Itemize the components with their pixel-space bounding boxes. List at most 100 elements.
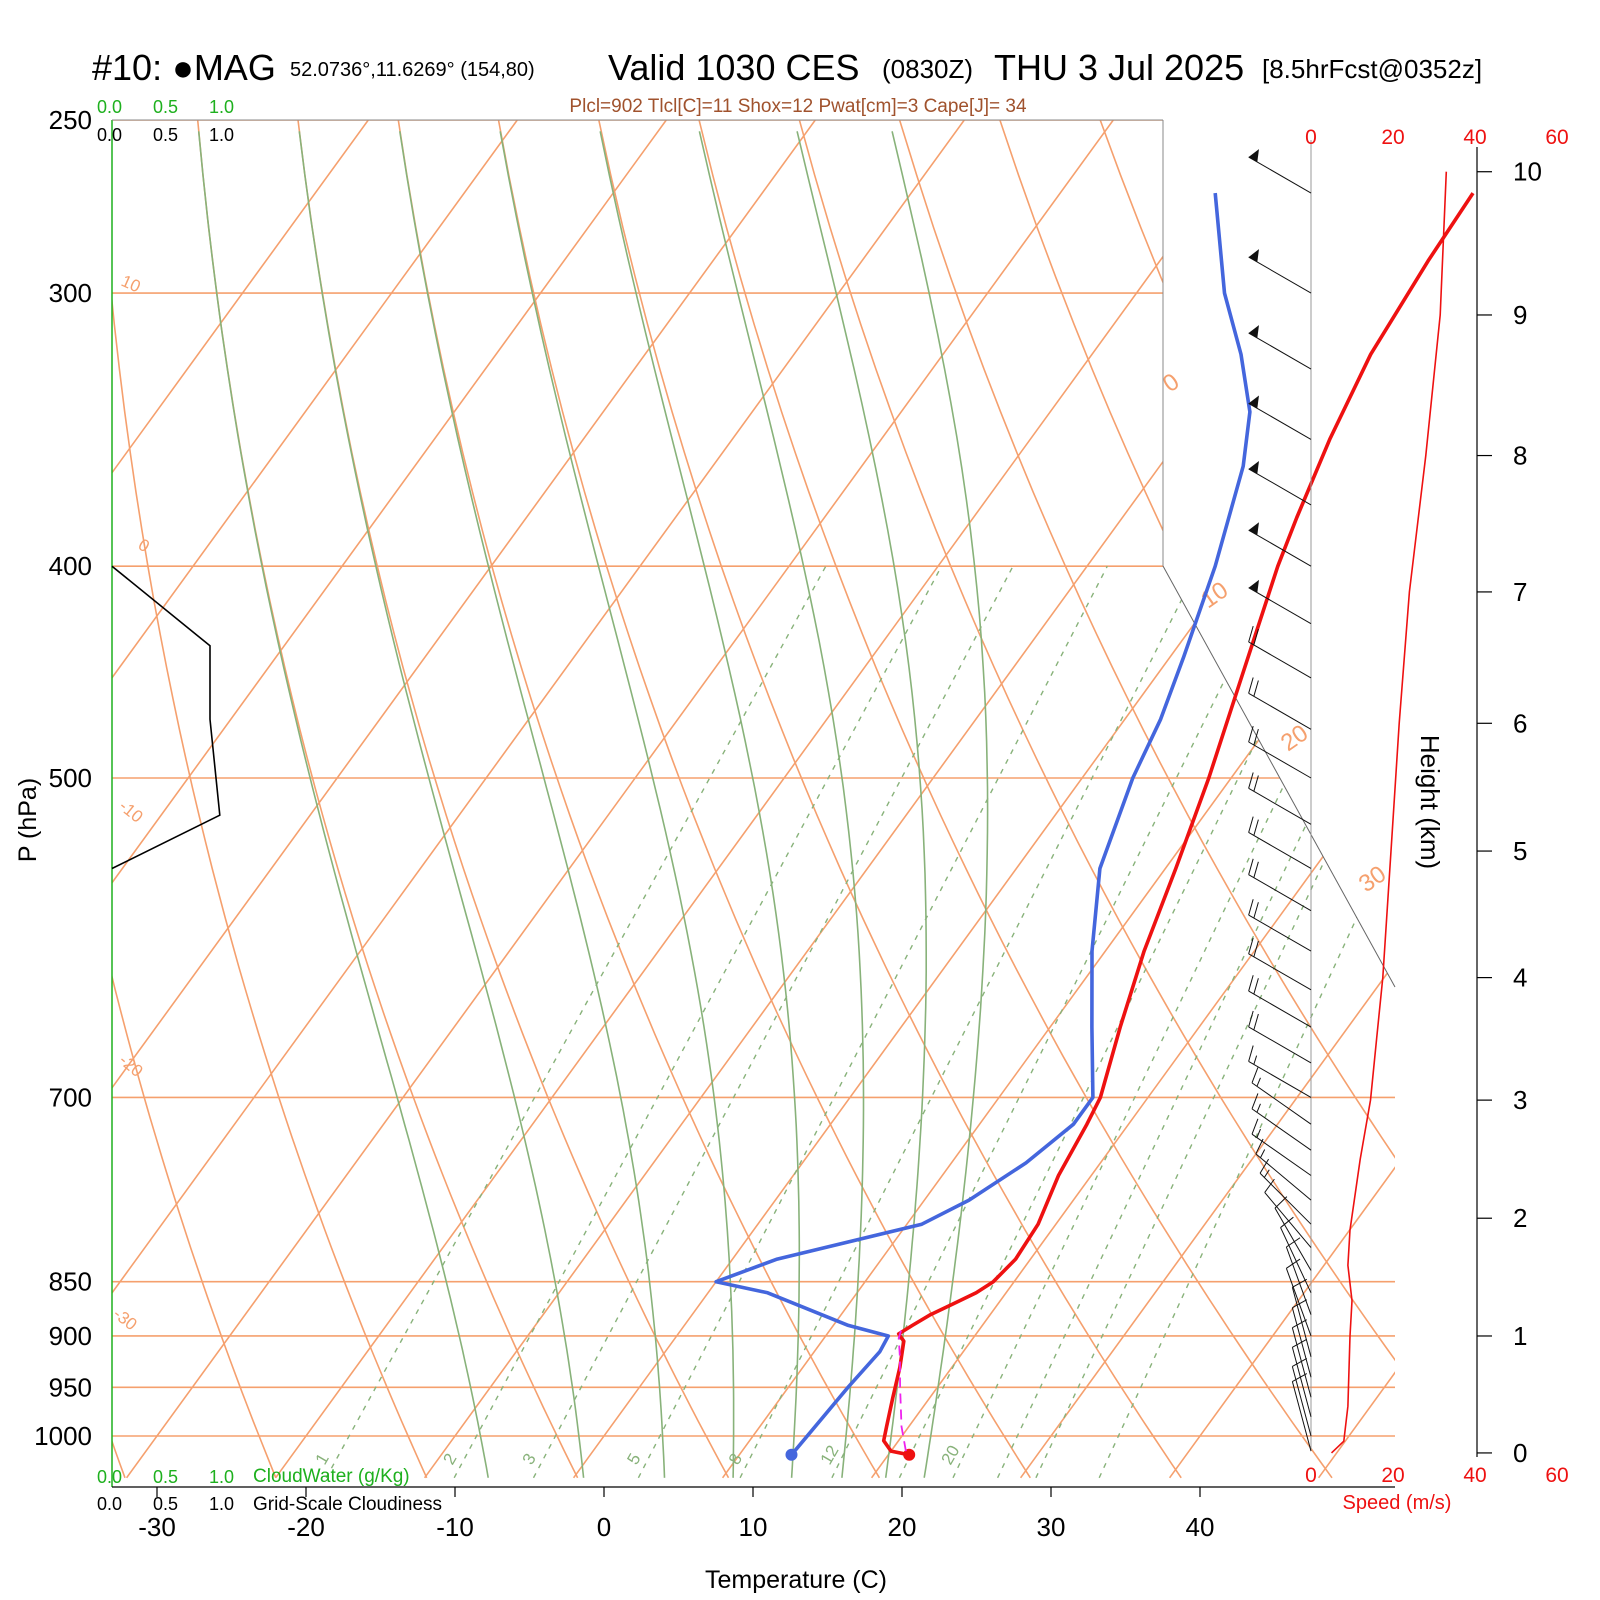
cloudiness-tick-05: 0.5 <box>153 125 178 145</box>
dewpoint-profile <box>714 192 1252 1456</box>
background-lines <box>112 120 1395 1479</box>
speed-line <box>1330 171 1448 1454</box>
mixing-ratio-1 <box>325 565 827 1479</box>
wind-barb <box>1274 1196 1312 1271</box>
x-tick-label: 40 <box>1186 1512 1215 1542</box>
mixing-ratio-8 <box>739 565 1200 1479</box>
isotherm--70 <box>112 120 518 1479</box>
speed-tick-top: 20 <box>1381 126 1404 149</box>
height-tick-label: 2 <box>1513 1203 1527 1233</box>
height-tick-label: 9 <box>1513 300 1527 330</box>
wind-barb <box>1248 816 1312 869</box>
plot-diagonal-border <box>1162 565 1396 988</box>
wind-barb <box>1248 522 1312 567</box>
x-tick-label: 0 <box>597 1512 611 1542</box>
wind-barb <box>1291 1358 1312 1437</box>
mixing-ratio-3 <box>532 565 1014 1479</box>
wind-barb <box>1291 1373 1312 1452</box>
cloudwater-tick-0: 0.0 <box>97 97 122 117</box>
mixing-ratio-lines <box>325 565 1395 1479</box>
isobars <box>112 120 1395 1437</box>
p-tick-label: 300 <box>49 278 92 308</box>
wind-barb <box>1280 1216 1312 1294</box>
speed-tick-bottom: 0 <box>1305 1464 1317 1487</box>
isotherm-0 <box>572 120 1395 1479</box>
height-tick-label: 1 <box>1513 1321 1527 1351</box>
height-tick-label: 8 <box>1513 441 1527 471</box>
dry-adiabat-320 <box>698 120 1333 1479</box>
parcel-profile <box>897 1330 907 1452</box>
cloudiness-tick-0: 0.0 <box>97 1494 122 1514</box>
dry-adiabat-260 <box>112 120 428 1479</box>
height-tick-label: 0 <box>1513 1438 1527 1468</box>
isotherm--80 <box>112 120 369 1479</box>
dry-adiabat-250 <box>112 120 277 1479</box>
x-tick-label: 10 <box>739 1512 768 1542</box>
mixing-ratio-12 <box>831 565 1282 1479</box>
dry-adiabat-280 <box>297 120 730 1479</box>
isotherm-50 <box>1317 120 1395 1479</box>
x-tick-label: -20 <box>287 1512 325 1542</box>
height-axis: 0 1 2 3 4 5 6 7 8 9 10 Height (km) <box>1415 147 1542 1468</box>
mixing-ratio-5 <box>637 565 1108 1479</box>
wind-barb <box>1251 1067 1312 1125</box>
dewpoint-surface-marker <box>785 1448 798 1461</box>
temperature-axis-ticks: -30 -20 -10 0 10 20 30 40 <box>138 1487 1214 1542</box>
mixing-ratio-36 <box>1098 565 1395 1479</box>
temperature-surface-marker <box>903 1448 916 1461</box>
isotherm-40 <box>1168 120 1395 1479</box>
pressure-axis-title: P (hPa) <box>14 778 42 862</box>
isotherm-label: -10 <box>115 796 146 826</box>
moist-adiabat-310 <box>599 131 801 1478</box>
station-name: #10: ●MAG <box>92 47 276 88</box>
speed-tick-top: 40 <box>1463 126 1486 149</box>
speed-tick-bottom: 40 <box>1463 1464 1486 1487</box>
mixing-ratio-20 <box>952 565 1390 1479</box>
mixing-ratio-24 <box>996 565 1395 1479</box>
x-tick-label: 30 <box>1037 1512 1066 1542</box>
wind-barb <box>1248 677 1312 730</box>
wind-barb <box>1248 249 1312 294</box>
wind-barb <box>1264 1178 1312 1248</box>
isotherm--30 <box>125 120 1114 1479</box>
dry-adiabat-340 <box>898 120 1395 1479</box>
wind-barb <box>1248 772 1312 825</box>
wind-barb <box>1248 726 1312 779</box>
cloud-scale-bottom: 0.0 0.5 1.0 CloudWater (g/Kg) 0.0 0.5 1.… <box>97 1466 442 1515</box>
x-tick-label: 20 <box>888 1512 917 1542</box>
cloudwater-tick-1: 1.0 <box>209 97 234 117</box>
mixing-ratio-label: 5 <box>623 1450 644 1468</box>
isotherm-label: 0 <box>1158 368 1184 398</box>
forecast-date: THU 3 Jul 2025 <box>994 47 1244 88</box>
isotherm-20 <box>870 120 1395 1479</box>
height-axis-title: Height (km) <box>1415 735 1445 869</box>
speed-axis-title: Speed (m/s) <box>1343 1492 1452 1514</box>
x-tick-label: -30 <box>138 1512 176 1542</box>
cloudwater-tick-05: 0.5 <box>153 97 178 117</box>
mixing-ratio-label: 2 <box>439 1450 460 1468</box>
dry-adiabat-330 <box>798 120 1395 1479</box>
p-tick-label: 850 <box>49 1267 92 1297</box>
dry-adiabats <box>112 120 1395 1479</box>
wind-barb <box>1248 625 1312 679</box>
cloud-scale-top: 0.0 0.5 1.0 0.0 0.5 1.0 <box>97 97 234 145</box>
wind-barb <box>1248 937 1312 991</box>
dry-adiabat-350 <box>999 120 1395 1479</box>
wind-barb <box>1248 395 1312 440</box>
wind-barb <box>1291 1319 1312 1398</box>
cloudiness-profile <box>111 565 221 870</box>
cloudiness-tick-0: 0.0 <box>97 125 122 145</box>
sounding-series <box>714 192 1475 1461</box>
p-tick-label: 250 <box>49 105 92 135</box>
isotherm--10 <box>423 120 1395 1479</box>
cloudwater-tick-0: 0.0 <box>97 1467 122 1487</box>
height-tick-label: 7 <box>1513 577 1527 607</box>
speed-tick-bottom: 20 <box>1381 1464 1404 1487</box>
cloudwater-tick-05: 0.5 <box>153 1467 178 1487</box>
valid-time: Valid 1030 CES <box>608 47 860 88</box>
dry-adiabat-310 <box>598 120 1182 1479</box>
cloudiness-line <box>111 565 221 870</box>
zulu-time: (0830Z) <box>882 54 973 84</box>
